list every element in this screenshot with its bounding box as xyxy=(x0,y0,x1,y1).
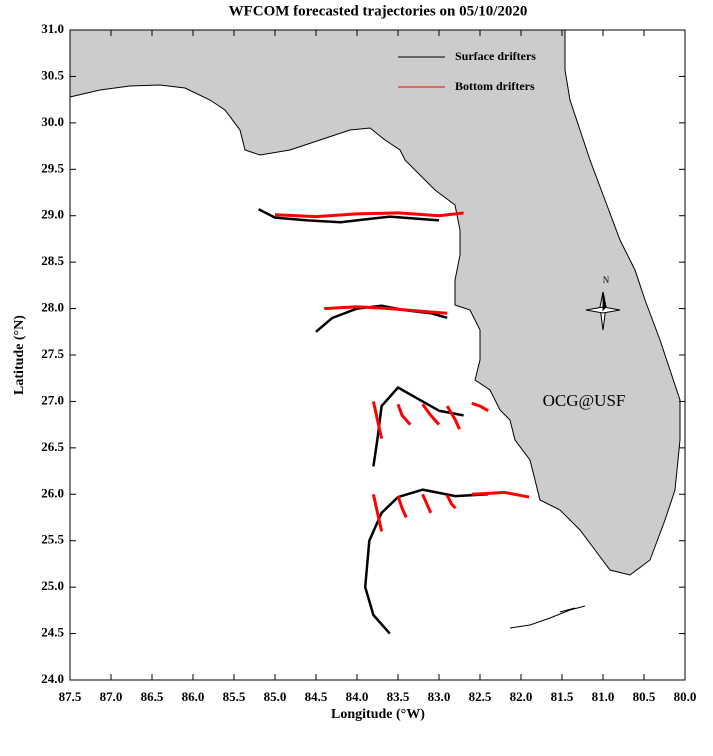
x-tick-label: 81.0 xyxy=(592,689,615,704)
x-tick-label: 83.0 xyxy=(428,689,451,704)
trajectory xyxy=(421,403,441,426)
trajectory xyxy=(372,386,464,467)
y-tick-label: 29.5 xyxy=(41,160,64,175)
y-tick-label: 26.0 xyxy=(41,485,64,500)
trajectory xyxy=(371,493,384,532)
y-tick-label: 29.0 xyxy=(41,207,64,222)
x-tick-label: 84.0 xyxy=(346,689,369,704)
trajectory xyxy=(274,211,464,219)
y-axis-label: Latitude (°N) xyxy=(12,315,27,395)
trajectory xyxy=(396,495,408,519)
compass-label: N xyxy=(603,275,610,285)
x-tick-label: 87.5 xyxy=(59,689,82,704)
x-tick-label: 85.0 xyxy=(264,689,287,704)
y-tick-label: 30.0 xyxy=(41,114,64,129)
x-tick-label: 81.5 xyxy=(551,689,574,704)
y-tick-label: 28.0 xyxy=(41,300,64,315)
y-tick-label: 31.0 xyxy=(41,21,64,36)
annotation: OCG@USF xyxy=(543,391,626,410)
x-tick-label: 82.5 xyxy=(469,689,492,704)
trajectory xyxy=(445,494,457,510)
x-tick-label: 86.0 xyxy=(182,689,205,704)
x-tick-label: 86.5 xyxy=(141,689,164,704)
x-tick-label: 87.0 xyxy=(100,689,123,704)
y-tick-label: 30.5 xyxy=(41,67,64,82)
y-tick-label: 24.0 xyxy=(41,671,64,686)
trajectory xyxy=(471,490,530,499)
trajectory xyxy=(421,493,433,514)
trajectory xyxy=(371,401,384,439)
y-tick-label: 27.5 xyxy=(41,346,64,361)
legend-label: Bottom drifters xyxy=(455,79,535,93)
trajectory xyxy=(445,405,461,430)
x-tick-label: 84.5 xyxy=(305,689,328,704)
trajectory xyxy=(471,401,489,413)
compass-rose xyxy=(585,291,621,331)
keys xyxy=(509,605,586,629)
x-tick-label: 80.5 xyxy=(633,689,656,704)
y-tick-label: 26.5 xyxy=(41,439,64,454)
y-tick-label: 28.5 xyxy=(41,253,64,268)
land xyxy=(69,29,681,576)
y-tick-label: 25.5 xyxy=(41,532,64,547)
trajectory xyxy=(396,403,412,426)
x-tick-label: 85.5 xyxy=(223,689,246,704)
trajectory xyxy=(363,488,489,635)
legend-label: Surface drifters xyxy=(455,49,536,63)
y-tick-label: 25.0 xyxy=(41,578,64,593)
chart-title: WFCOM forecasted trajectories on 05/10/2… xyxy=(229,3,528,19)
y-tick-label: 24.5 xyxy=(41,625,64,640)
x-tick-label: 82.0 xyxy=(510,689,533,704)
x-tick-label: 80.0 xyxy=(674,689,697,704)
y-tick-label: 27.0 xyxy=(41,392,64,407)
x-tick-label: 83.5 xyxy=(387,689,410,704)
trajectory xyxy=(258,208,440,224)
x-axis-label: Longitude (°W) xyxy=(331,707,425,722)
trajectory xyxy=(324,305,448,315)
